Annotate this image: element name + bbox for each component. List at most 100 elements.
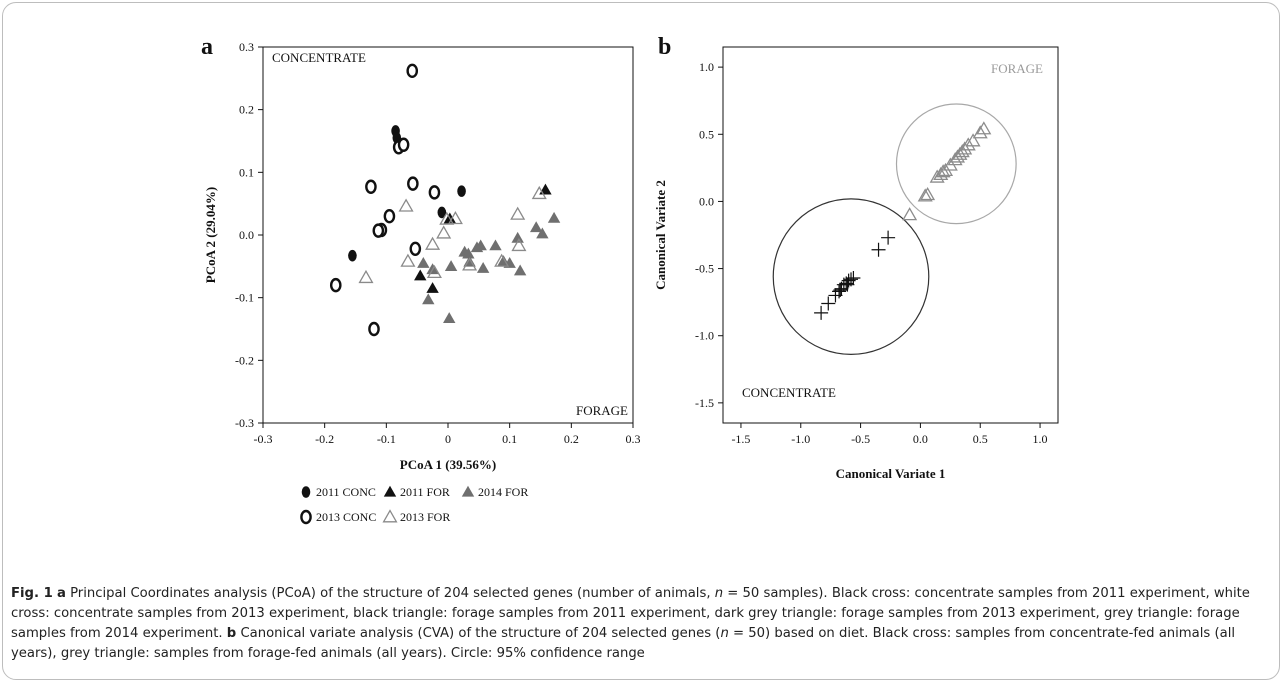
panel-a-annotation-forage: FORAGE (576, 403, 628, 418)
panel-a-point (462, 257, 478, 271)
panel-a-series (358, 185, 547, 284)
figure-svg: a -0.3 -0.2 -0.1 0.0 0.1 0.2 0.3 -0.3 -0.2 -0.1 0 0.… (201, 34, 1059, 525)
panel-b-point (935, 164, 951, 178)
panel-a-point (462, 247, 475, 259)
panel-a-point (383, 208, 396, 224)
panel-b-y-tick-label: -1.5 (695, 396, 714, 410)
panel-a-point (400, 253, 416, 267)
panel-b-point (833, 283, 848, 298)
panel-a-point (510, 206, 526, 220)
panel-b-y-tick-label: 0.0 (699, 194, 714, 208)
panel-a-point (398, 198, 414, 212)
panel-a-point (368, 321, 380, 337)
panel-a-point (547, 211, 561, 223)
panel-b-point (972, 125, 988, 139)
panel-b-x-tick-label: 0.0 (913, 432, 928, 446)
panel-a-y-tick-label: -0.3 (235, 416, 254, 430)
panel-a-x-tick-label: -0.1 (377, 432, 396, 446)
panel-a-legend-marker (383, 485, 397, 497)
panel-b-point (902, 207, 918, 221)
panel-a-point (422, 293, 435, 305)
panel-a-point (503, 257, 516, 268)
panel-b-x-tick-label: -1.5 (731, 432, 750, 446)
panel-b-point (920, 187, 936, 201)
panel-a-point (443, 312, 456, 323)
panel-b-point (954, 144, 970, 158)
panel-a-point (409, 241, 422, 256)
panel-a-point (489, 239, 502, 251)
panel-a-point (372, 223, 385, 238)
panel-a-x-tick-label: 0 (445, 432, 451, 446)
panel-a-point (536, 227, 549, 239)
panel-a-series (348, 125, 466, 262)
panel-b-label: b (658, 34, 671, 60)
panel-b-plot-frame (722, 46, 1059, 424)
panel-a-series (329, 63, 441, 337)
panel-b: b -1.5 -1.0 -0.5 0.0 0.5 1.0 -1.5 -1.0 -0.5 0.0 0.5… (653, 34, 1059, 481)
panel-b-series (814, 230, 896, 320)
panel-b-point (840, 277, 855, 292)
caption-b-label: b (226, 626, 237, 641)
panel-a-point (531, 185, 547, 200)
caption-part-a-1: Principal Coordinates analysis (PCoA) of… (70, 586, 715, 601)
panel-a-point (425, 236, 441, 250)
panel-a-point (358, 269, 374, 284)
panel-b-x-axis-label: Canonical Variate 1 (836, 466, 946, 481)
panel-b-y-tick-label: 0.5 (699, 127, 714, 141)
panel-a-x-tick-label: -0.3 (254, 432, 273, 446)
panel-b-point (917, 188, 933, 202)
panel-a-point (439, 211, 455, 225)
panel-a-point (414, 269, 427, 281)
panel-a-point (365, 179, 377, 194)
panel-b-point (881, 230, 896, 245)
panel-a-x-tick-label: 0.2 (564, 432, 579, 446)
panel-b-point (821, 296, 836, 311)
panel-a-x-axis-label: PCoA 1 (39.56%) (400, 457, 496, 472)
panel-a-series (417, 211, 561, 323)
panel-a-point (513, 264, 527, 276)
panel-a-point (406, 63, 419, 79)
panel-a-point (417, 257, 430, 268)
panel-b-y-tick-label: -0.5 (695, 262, 714, 276)
caption-part-b-1: Canonical variate analysis (CVA) of the … (240, 626, 721, 641)
panel-a-x-tick-label: 0.3 (626, 432, 641, 446)
panel-a-legend-marker (461, 485, 475, 497)
caption-a-label: a (56, 586, 66, 601)
panel-a-legend-label: 2013 CONC (316, 510, 376, 524)
panel-a-point (511, 237, 527, 252)
panel-b-point (871, 242, 886, 257)
panel-a-point (426, 282, 439, 293)
panel-a-legend-marker (300, 509, 312, 525)
panel-a-y-tick-label: 0.1 (239, 165, 254, 179)
panel-b-point (957, 141, 973, 155)
panel-a-label: a (201, 34, 213, 60)
panel-a-point (348, 249, 357, 262)
panel-a-annotation-concentrate: CONCENTRATE (272, 50, 366, 65)
panel-a-legend-marker (301, 486, 311, 498)
panel-b-series (902, 121, 992, 221)
panel-a-legend-label: 2011 CONC (316, 485, 376, 499)
panel-a-point (428, 185, 441, 200)
panel-a-point (539, 183, 552, 195)
panel-a-y-tick-label: -0.1 (235, 291, 254, 305)
panel-a-point (329, 277, 342, 293)
panel-b-annotation-forage: FORAGE (991, 61, 1043, 76)
panel-b-point (960, 137, 976, 151)
panel-a-point (436, 225, 452, 239)
panel-a-y-tick-label: -0.2 (235, 353, 254, 367)
panel-a-series (414, 183, 552, 293)
panel-a-legend-marker (382, 509, 398, 523)
panel-b-y-tick-label: 1.0 (699, 60, 714, 74)
panel-b-x-tick-label: -0.5 (851, 432, 870, 446)
caption-n-italic-a: n (714, 586, 724, 601)
caption-fig-label: Fig. 1 (11, 586, 53, 601)
panel-a-legend-label: 2011 FOR (400, 485, 450, 499)
figure-caption: Fig. 1 a Principal Coordinates analysis … (11, 584, 1261, 664)
panel-b-point (844, 272, 859, 287)
panel-a-point (407, 176, 419, 191)
panel-a-point (511, 231, 524, 243)
panel-a-legend-label: 2013 FOR (400, 510, 450, 524)
panel-a-point (437, 206, 447, 219)
panel-a-legend: 2011 CONC 2011 FOR 2014 FOR 2013 CONC 2013 F… (300, 485, 528, 525)
